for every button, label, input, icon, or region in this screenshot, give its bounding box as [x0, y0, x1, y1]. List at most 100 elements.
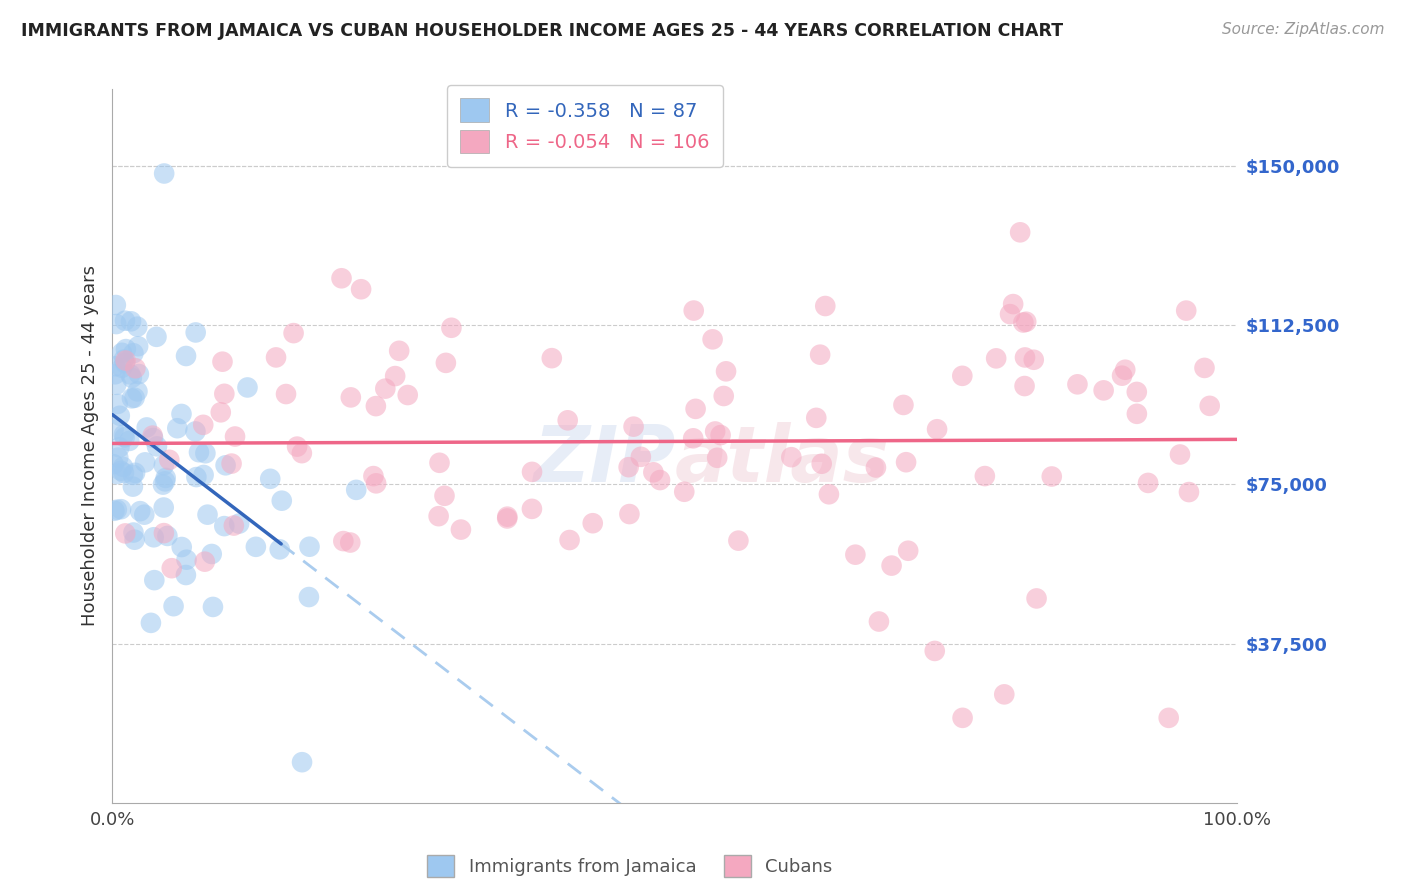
Point — [201, 547, 224, 561]
Point — [222, 518, 245, 533]
Point — [166, 421, 188, 435]
Point — [350, 282, 373, 296]
Point — [340, 391, 363, 405]
Point — [540, 351, 562, 366]
Point — [176, 552, 198, 566]
Point — [440, 320, 463, 334]
Point — [105, 317, 128, 331]
Point — [714, 364, 737, 378]
Point — [145, 330, 167, 344]
Point — [1194, 360, 1216, 375]
Text: IMMIGRANTS FROM JAMAICA VS CUBAN HOUSEHOLDER INCOME AGES 25 - 44 YEARS CORRELATI: IMMIGRANTS FROM JAMAICA VS CUBAN HOUSEHO… — [21, 22, 1063, 40]
Point — [865, 460, 887, 475]
Point — [950, 368, 973, 383]
Point — [124, 533, 146, 547]
Point — [153, 167, 176, 181]
Point — [115, 342, 138, 356]
Point — [108, 441, 131, 455]
Point — [201, 599, 224, 614]
Point — [128, 367, 150, 381]
Point — [364, 399, 387, 413]
Point — [114, 430, 136, 444]
Point — [330, 271, 353, 285]
Point — [291, 446, 314, 460]
Point — [264, 351, 287, 365]
Point — [1111, 368, 1133, 383]
Point — [221, 457, 243, 471]
Point — [121, 392, 143, 406]
Point — [433, 489, 456, 503]
Point — [120, 368, 142, 382]
Point — [1178, 485, 1201, 500]
Point — [1137, 475, 1160, 490]
Text: ZIP: ZIP — [533, 422, 675, 499]
Point — [427, 509, 450, 524]
Point — [112, 466, 135, 480]
Point — [127, 384, 149, 399]
Point — [105, 502, 128, 516]
Point — [228, 516, 250, 531]
Point — [332, 534, 354, 549]
Point — [630, 450, 652, 464]
Point — [111, 459, 134, 474]
Point — [122, 467, 145, 482]
Point — [103, 457, 125, 471]
Point — [134, 508, 156, 522]
Point — [214, 519, 236, 533]
Point — [1126, 407, 1149, 421]
Point — [1092, 384, 1115, 398]
Point — [582, 516, 605, 531]
Point — [194, 555, 217, 569]
Point — [706, 450, 728, 465]
Text: atlas: atlas — [675, 422, 890, 499]
Point — [727, 533, 749, 548]
Point — [1114, 363, 1136, 377]
Point — [156, 529, 179, 543]
Point — [114, 353, 136, 368]
Point — [114, 526, 136, 541]
Point — [214, 386, 236, 401]
Point — [643, 465, 665, 479]
Point — [193, 417, 215, 432]
Point — [814, 299, 837, 313]
Point — [558, 533, 581, 547]
Point — [121, 371, 143, 385]
Point — [160, 561, 183, 575]
Point — [105, 377, 128, 392]
Point — [780, 450, 803, 465]
Point — [142, 431, 165, 445]
Point — [107, 397, 129, 411]
Point — [111, 360, 134, 375]
Point — [122, 346, 145, 360]
Point — [122, 525, 145, 540]
Point — [153, 526, 176, 541]
Point — [702, 332, 724, 346]
Point — [124, 361, 146, 376]
Point — [104, 368, 127, 382]
Point — [142, 428, 165, 442]
Point — [1175, 303, 1198, 318]
Point — [291, 755, 314, 769]
Point — [998, 307, 1021, 321]
Point — [114, 314, 136, 328]
Point — [868, 615, 890, 629]
Point — [844, 548, 866, 562]
Point — [298, 540, 321, 554]
Point — [122, 480, 145, 494]
Point — [894, 455, 917, 469]
Point — [270, 493, 292, 508]
Point — [710, 428, 733, 442]
Text: Source: ZipAtlas.com: Source: ZipAtlas.com — [1222, 22, 1385, 37]
Point — [105, 467, 128, 481]
Point — [129, 504, 152, 518]
Point — [808, 348, 831, 362]
Point — [143, 573, 166, 587]
Point — [135, 420, 157, 434]
Point — [103, 423, 125, 437]
Point — [188, 445, 211, 459]
Point — [396, 388, 419, 402]
Point — [193, 467, 215, 482]
Legend: Immigrants from Jamaica, Cubans: Immigrants from Jamaica, Cubans — [420, 847, 839, 884]
Point — [1025, 591, 1047, 606]
Point — [155, 471, 177, 485]
